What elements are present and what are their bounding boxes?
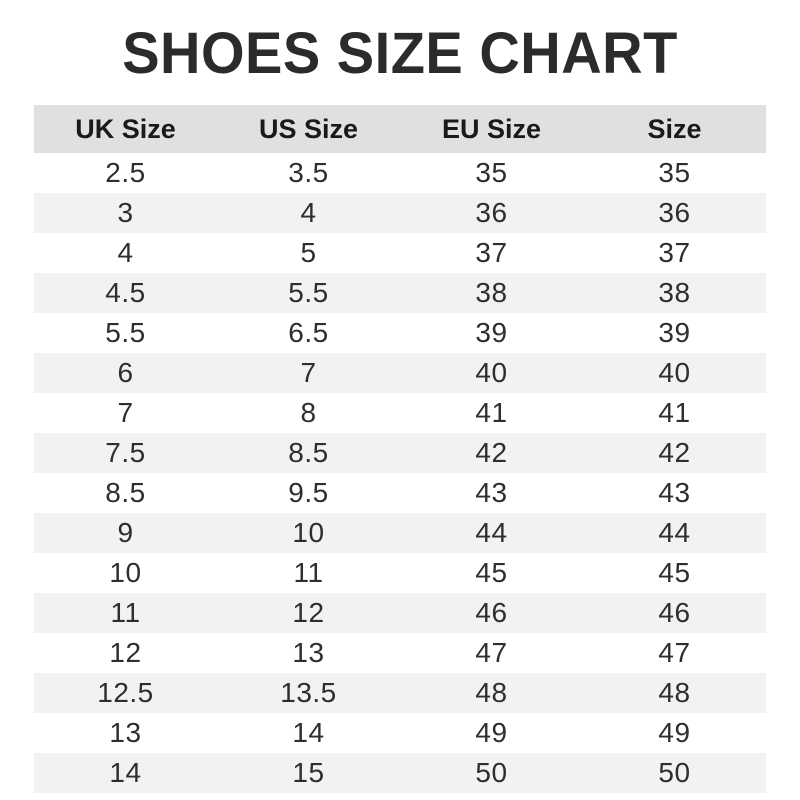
table-cell: 11 — [217, 553, 400, 593]
table-cell: 7 — [217, 353, 400, 393]
table-row: 2.5 3.5 35 35 — [34, 153, 766, 193]
table-cell: 14 — [34, 753, 217, 793]
size-conversion-table: UK Size US Size EU Size Size 2.5 3.5 35 35 3 4 36… — [34, 105, 766, 793]
table-cell: 14 — [217, 713, 400, 753]
header-row: UK Size US Size EU Size Size — [34, 105, 766, 153]
table-cell: 8 — [217, 393, 400, 433]
table-cell: 5 — [217, 233, 400, 273]
table-cell: 37 — [583, 233, 766, 273]
table-cell: 12 — [34, 633, 217, 673]
table-cell: 44 — [400, 513, 583, 553]
table-cell: 49 — [400, 713, 583, 753]
column-header-size: Size — [583, 105, 766, 153]
table-cell: 10 — [217, 513, 400, 553]
table-cell: 36 — [400, 193, 583, 233]
table-cell: 46 — [400, 593, 583, 633]
table-cell: 50 — [583, 753, 766, 793]
table-cell: 5.5 — [34, 313, 217, 353]
table-cell: 36 — [583, 193, 766, 233]
table-cell: 13.5 — [217, 673, 400, 713]
table-cell: 8.5 — [34, 473, 217, 513]
table-cell: 39 — [400, 313, 583, 353]
column-header-uk-size: UK Size — [34, 105, 217, 153]
table-cell: 3.5 — [217, 153, 400, 193]
table-cell: 9 — [34, 513, 217, 553]
table-cell: 46 — [583, 593, 766, 633]
table-cell: 7.5 — [34, 433, 217, 473]
table-cell: 49 — [583, 713, 766, 753]
table-cell: 44 — [583, 513, 766, 553]
table-row: 12 13 47 47 — [34, 633, 766, 673]
table-cell: 41 — [400, 393, 583, 433]
table-cell: 15 — [217, 753, 400, 793]
table-row: 5.5 6.5 39 39 — [34, 313, 766, 353]
table-row: 3 4 36 36 — [34, 193, 766, 233]
column-header-eu-size: EU Size — [400, 105, 583, 153]
table-cell: 10 — [34, 553, 217, 593]
table-row: 4 5 37 37 — [34, 233, 766, 273]
table-cell: 48 — [400, 673, 583, 713]
column-header-us-size: US Size — [217, 105, 400, 153]
table-cell: 2.5 — [34, 153, 217, 193]
table-cell: 47 — [583, 633, 766, 673]
table-cell: 38 — [400, 273, 583, 313]
table-cell: 45 — [400, 553, 583, 593]
table-cell: 37 — [400, 233, 583, 273]
table-cell: 11 — [34, 593, 217, 633]
table-cell: 39 — [583, 313, 766, 353]
table-cell: 43 — [400, 473, 583, 513]
table-cell: 38 — [583, 273, 766, 313]
table-row: 7 8 41 41 — [34, 393, 766, 433]
table-cell: 13 — [34, 713, 217, 753]
table-cell: 5.5 — [217, 273, 400, 313]
table-cell: 43 — [583, 473, 766, 513]
table-cell: 7 — [34, 393, 217, 433]
table-row: 12.5 13.5 48 48 — [34, 673, 766, 713]
table-cell: 13 — [217, 633, 400, 673]
table-cell: 47 — [400, 633, 583, 673]
table-cell: 4 — [34, 233, 217, 273]
table-cell: 4.5 — [34, 273, 217, 313]
table-row: 7.5 8.5 42 42 — [34, 433, 766, 473]
table-row: 8.5 9.5 43 43 — [34, 473, 766, 513]
table-cell: 40 — [400, 353, 583, 393]
table-cell: 40 — [583, 353, 766, 393]
table-row: 13 14 49 49 — [34, 713, 766, 753]
table-cell: 8.5 — [217, 433, 400, 473]
table-row: 10 11 45 45 — [34, 553, 766, 593]
table-cell: 3 — [34, 193, 217, 233]
table-cell: 35 — [400, 153, 583, 193]
table-cell: 41 — [583, 393, 766, 433]
table-header: UK Size US Size EU Size Size — [34, 105, 766, 153]
table-cell: 45 — [583, 553, 766, 593]
table-row: 9 10 44 44 — [34, 513, 766, 553]
table-cell: 48 — [583, 673, 766, 713]
table-cell: 6.5 — [217, 313, 400, 353]
table-cell: 50 — [400, 753, 583, 793]
table-row: 14 15 50 50 — [34, 753, 766, 793]
table-cell: 9.5 — [217, 473, 400, 513]
table-cell: 12.5 — [34, 673, 217, 713]
table-cell: 12 — [217, 593, 400, 633]
table-cell: 42 — [583, 433, 766, 473]
table-cell: 42 — [400, 433, 583, 473]
table-cell: 6 — [34, 353, 217, 393]
table-row: 6 7 40 40 — [34, 353, 766, 393]
table-cell: 4 — [217, 193, 400, 233]
page-title: SHOES SIZE CHART — [122, 19, 678, 86]
table-cell: 35 — [583, 153, 766, 193]
table-row: 11 12 46 46 — [34, 593, 766, 633]
table-body: 2.5 3.5 35 35 3 4 36 36 4 5 37 37 4.5 5.5 38 38 5.5 6.5 39… — [34, 153, 766, 793]
table-row: 4.5 5.5 38 38 — [34, 273, 766, 313]
